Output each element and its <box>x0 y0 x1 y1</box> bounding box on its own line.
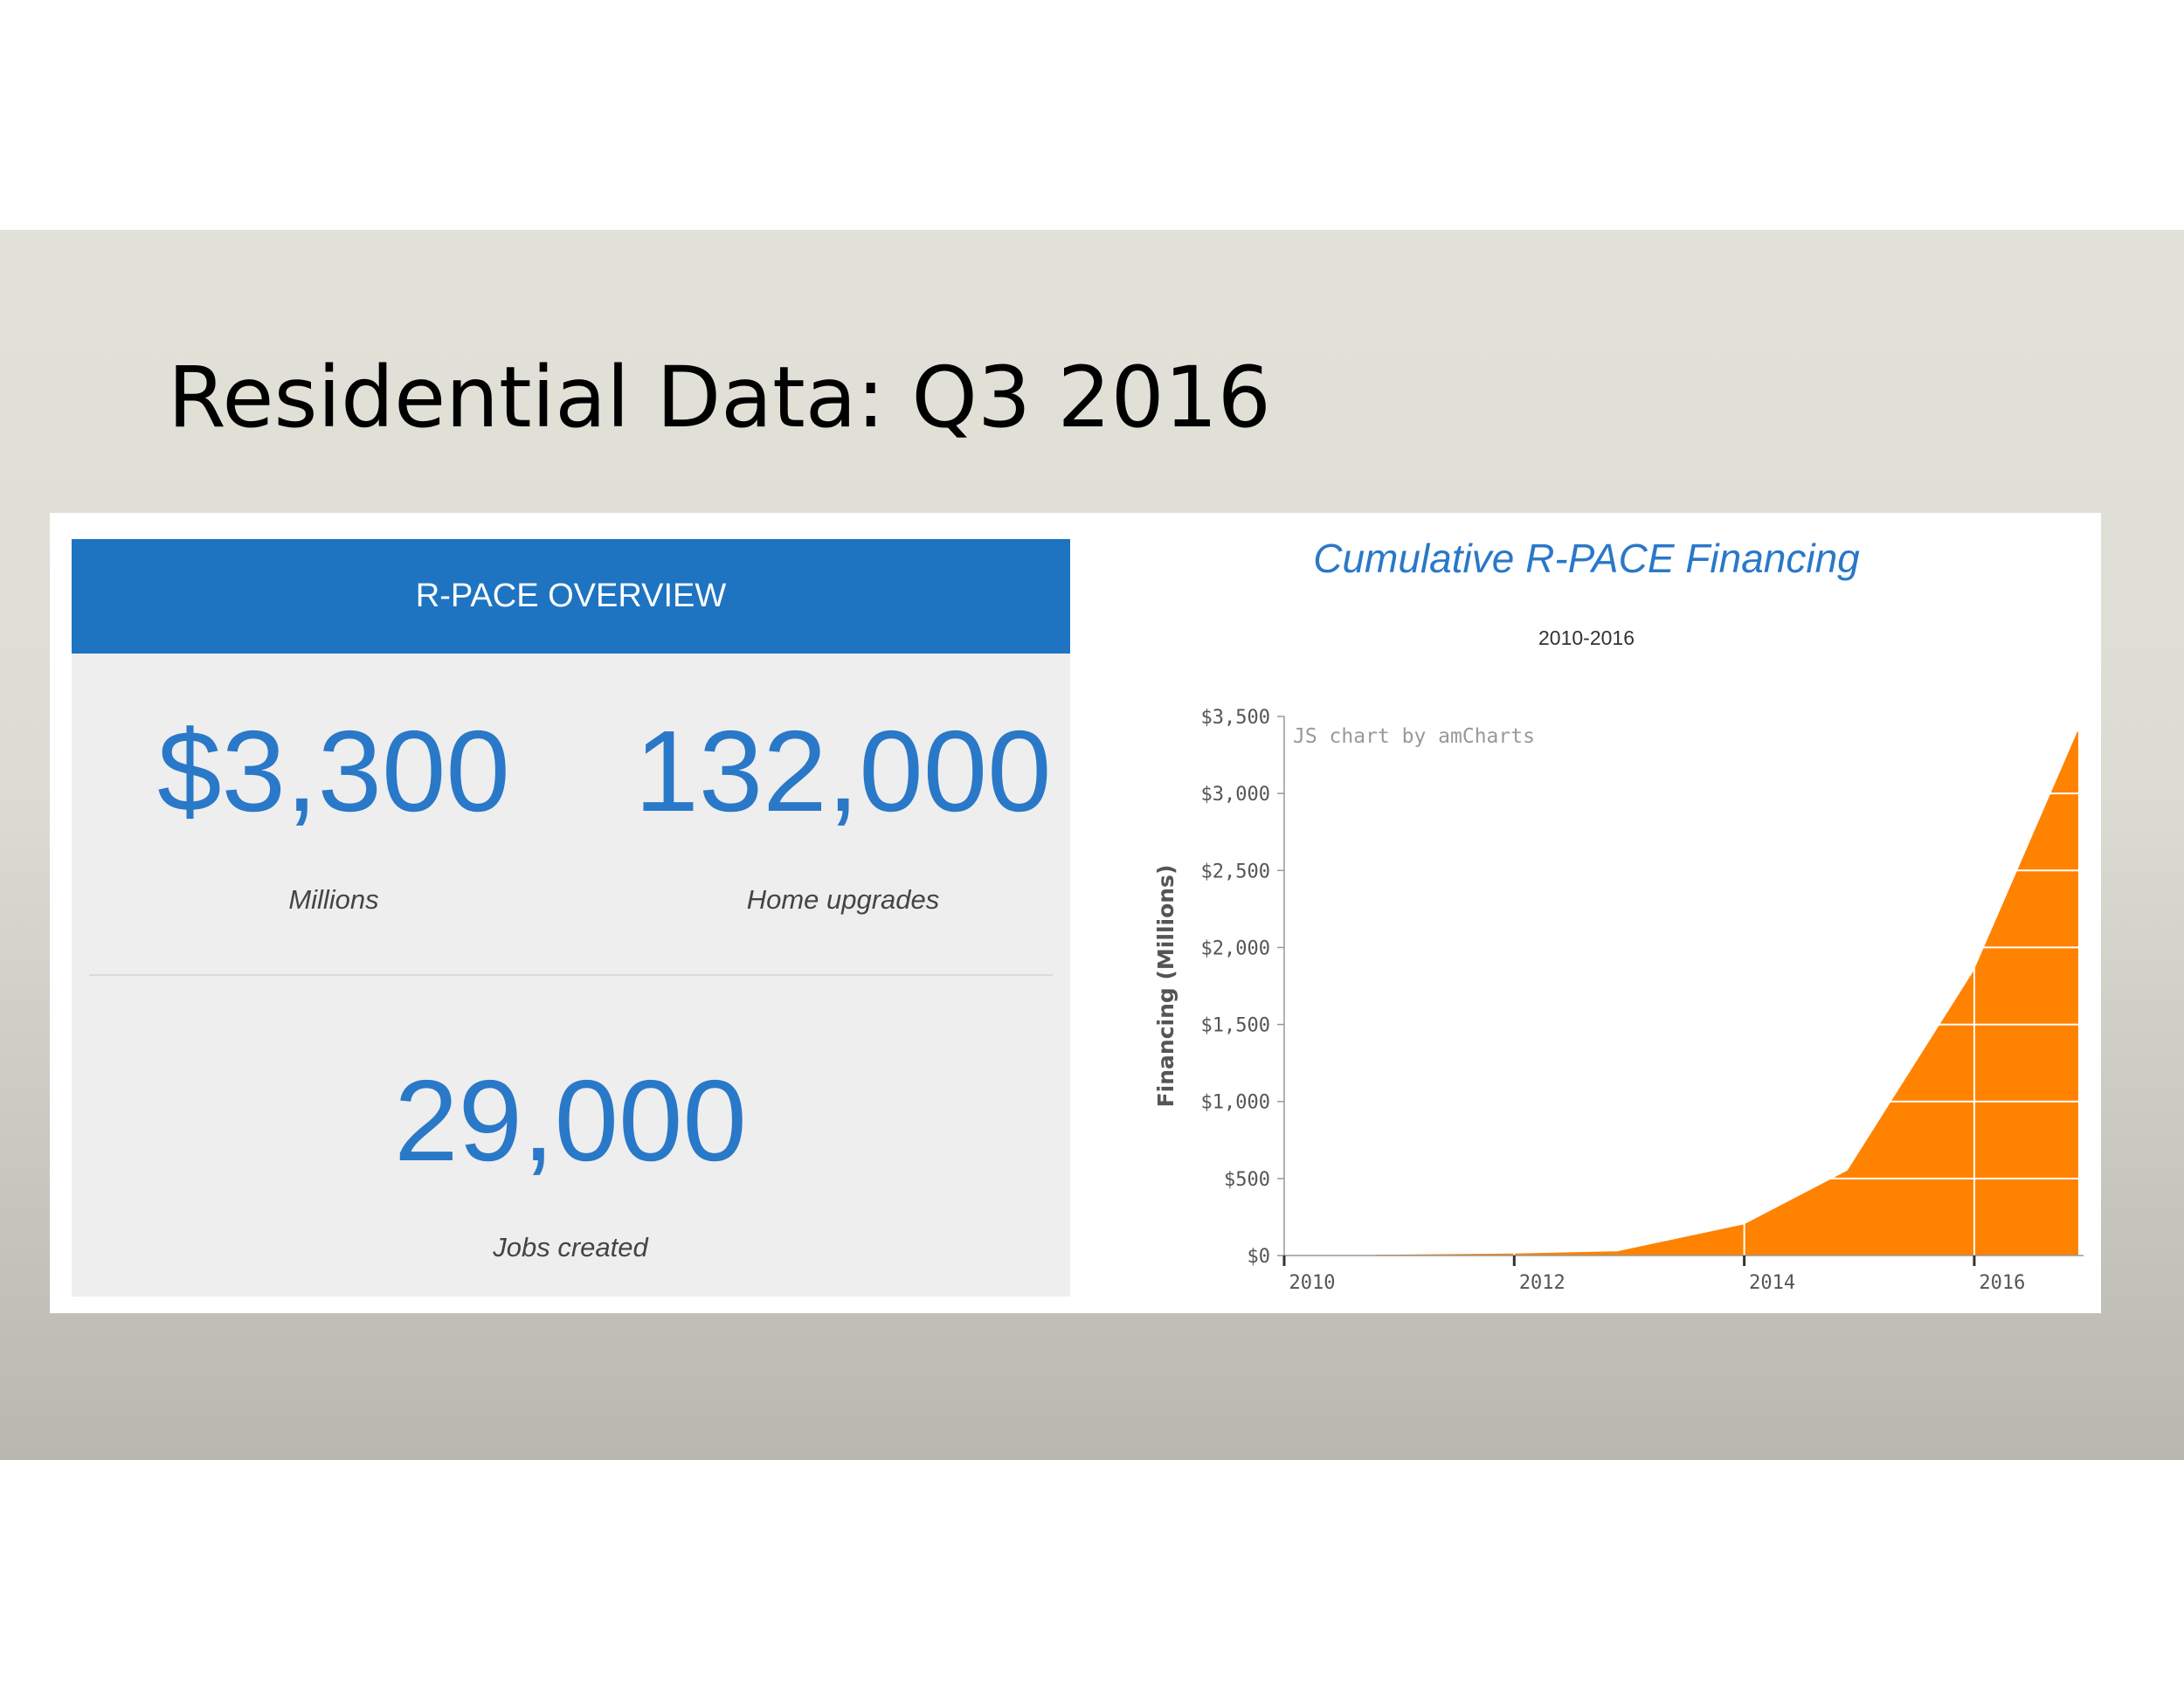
financing-stat-value: $3,300 <box>157 707 510 835</box>
overview-panel: R-PACE OVERVIEW $3,300 Millions 132,000 … <box>72 539 1070 1297</box>
dashboard-screenshot: R-PACE OVERVIEW $3,300 Millions 132,000 … <box>50 513 2101 1313</box>
overview-header: R-PACE OVERVIEW <box>72 539 1070 654</box>
slide-title: Residential Data: Q3 2016 <box>168 349 1271 446</box>
financing-area-chart: $0 $500 $1,000 $1,500 $2,000 $2,500 $3,000 $3,5… <box>1153 707 2084 1294</box>
y-tick-label: $3,500 <box>1201 707 1270 729</box>
y-axis-title: Financing (Millions) <box>1153 865 1178 1108</box>
y-tick-label: $3,000 <box>1201 784 1270 806</box>
chart-title: Cumulative R-PACE Financing <box>1313 536 1860 581</box>
chart-subtitle: 2010-2016 <box>1538 626 1635 649</box>
y-tick-label: $1,500 <box>1201 1015 1270 1037</box>
chart-credit: JS chart by amCharts <box>1293 725 1535 748</box>
x-tick-label: 2014 <box>1749 1272 1795 1294</box>
y-tick-label: $0 <box>1248 1246 1271 1268</box>
upgrades-stat-value: 132,000 <box>634 707 1052 835</box>
financing-area <box>1375 731 2078 1256</box>
overview-divider <box>89 974 1053 976</box>
x-tick-label: 2012 <box>1519 1272 1565 1294</box>
y-tick-label: $2,500 <box>1201 861 1270 882</box>
y-tick-label: $500 <box>1224 1169 1270 1191</box>
x-tick-label: 2010 <box>1289 1272 1336 1294</box>
financing-stat-label: Millions <box>288 884 379 915</box>
x-tick-label: 2016 <box>1979 1272 2025 1294</box>
y-tick-label: $2,000 <box>1201 937 1270 959</box>
y-tick-label: $1,000 <box>1201 1092 1270 1114</box>
upgrades-stat-label: Home upgrades <box>746 884 940 915</box>
jobs-stat-value: 29,000 <box>394 1056 747 1185</box>
jobs-stat-label: Jobs created <box>493 1232 648 1263</box>
